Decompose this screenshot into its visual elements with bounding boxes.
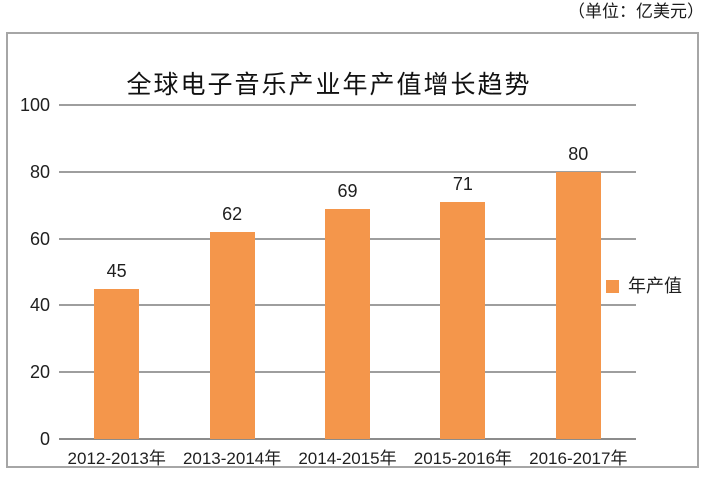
bar: [209, 231, 255, 439]
x-axis-tick-label: 2014-2015年: [298, 449, 397, 468]
gridline: [59, 104, 636, 106]
bar-value-label: 45: [106, 260, 127, 281]
y-axis-tick-label: 0: [39, 429, 50, 449]
x-axis-tick-label: 2012-2013年: [67, 449, 166, 468]
chart-frame: 全球电子音乐产业年产值增长趋势 年产值 0 20 40 60 80 100 45 2012-2…: [6, 32, 699, 468]
bar: [440, 201, 486, 439]
y-axis-tick-label: 20: [29, 362, 50, 383]
y-axis-tick-label: 100: [19, 95, 50, 115]
bar-value-label: 69: [337, 180, 358, 201]
legend-swatch-icon: [606, 279, 619, 293]
bar-value-label: 62: [222, 203, 243, 224]
y-axis-tick-label: 80: [29, 161, 50, 182]
y-axis-tick-label: 60: [29, 228, 50, 249]
bar: [325, 208, 370, 439]
x-axis-tick-label: 2016-2017年: [529, 449, 628, 468]
x-axis-tick-label: 2015-2016年: [413, 449, 513, 468]
x-axis-tick-label: 2013-2014年: [182, 449, 282, 468]
y-axis-tick-label: 40: [29, 295, 50, 316]
bar: [94, 288, 140, 439]
x-axis-line: [59, 438, 636, 440]
bar-value-label: 80: [568, 143, 589, 164]
bar: [555, 171, 601, 439]
legend-series-label: 年产值: [628, 276, 682, 296]
unit-label: （单位：亿美元）: [568, 2, 704, 21]
bar-value-label: 71: [452, 173, 473, 194]
legend: 年产值: [606, 275, 682, 297]
chart-title: 全球电子音乐产业年产值增长趋势: [126, 71, 532, 99]
gridline: [59, 170, 636, 173]
